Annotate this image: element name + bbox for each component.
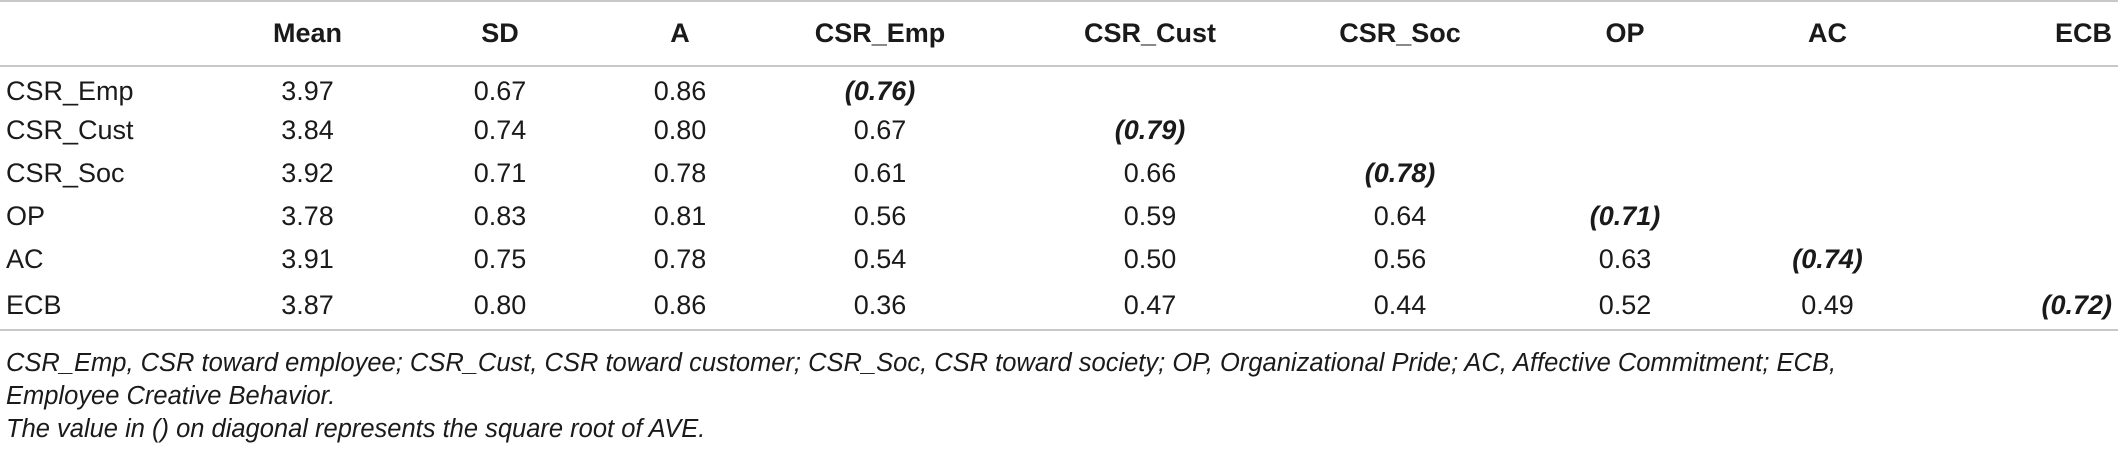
empty-cell xyxy=(1920,152,2118,195)
table-row: OP 3.78 0.83 0.81 0.56 0.59 0.64 (0.71) xyxy=(0,195,2118,238)
row-label: OP xyxy=(6,201,46,231)
table-cell: 0.71 xyxy=(473,158,527,188)
footnote-diagonal-note: The value in () on diagonal represents t… xyxy=(6,415,706,443)
header-cell-a: A xyxy=(670,18,690,48)
table-cell: 0.56 xyxy=(1373,244,1427,274)
header-cell-csr-cust: CSR_Cust xyxy=(1083,18,1217,48)
table-cell: 3.87 xyxy=(281,289,334,320)
table-cell: 0.44 xyxy=(1373,289,1427,320)
empty-cell xyxy=(1735,109,1920,152)
table-cell: 0.64 xyxy=(1373,201,1427,231)
header-cell-sd: SD xyxy=(481,18,519,48)
empty-cell xyxy=(1015,66,1285,109)
empty-cell xyxy=(1920,109,2118,152)
table-cell: 3.91 xyxy=(281,244,334,274)
row-label: ECB xyxy=(6,289,62,320)
header-cell-ac: AC xyxy=(1808,18,1847,48)
table-cell: 0.50 xyxy=(1123,244,1177,274)
table-cell: 0.74 xyxy=(473,115,527,145)
correlation-table-container: Mean SD A CSR_Emp CSR_Cust CSR_Soc OP AC ECB CSR… xyxy=(0,1,2118,330)
table-cell: 0.56 xyxy=(853,201,907,231)
correlation-table: Mean SD A CSR_Emp CSR_Cust CSR_Soc OP AC ECB CSR… xyxy=(0,1,2118,330)
table-cell: 3.84 xyxy=(281,115,334,145)
footnote-abbreviations-line2: Employee Creative Behavior. xyxy=(6,382,336,410)
empty-cell xyxy=(1920,238,2118,281)
empty-cell xyxy=(1285,109,1515,152)
empty-cell xyxy=(1285,66,1515,109)
row-label: CSR_Emp xyxy=(6,75,134,106)
table-cell: 0.80 xyxy=(473,289,527,320)
table-cell: 0.52 xyxy=(1598,289,1652,320)
empty-cell xyxy=(1735,66,1920,109)
header-cell-ecb: ECB xyxy=(2054,18,2112,48)
table-cell: 0.67 xyxy=(853,115,907,145)
table-row: ECB 3.87 0.80 0.86 0.36 0.47 0.44 0.52 0.49 (0.72… xyxy=(0,281,2118,330)
header-cell-csr-soc: CSR_Soc xyxy=(1339,18,1461,48)
diagonal-cell: (0.71) xyxy=(1589,201,1661,231)
diagonal-cell: (0.74) xyxy=(1792,244,1863,274)
table-cell: 0.63 xyxy=(1598,244,1652,274)
table-cell: 0.78 xyxy=(653,158,707,188)
empty-cell xyxy=(1920,66,2118,109)
empty-cell xyxy=(1515,152,1735,195)
table-footnotes: CSR_Emp, CSR toward employee; CSR_Cust, … xyxy=(6,347,2112,446)
table-cell: 0.75 xyxy=(473,244,527,274)
table-cell: 3.78 xyxy=(281,201,334,231)
empty-cell xyxy=(1515,66,1735,109)
header-cell-stub xyxy=(0,1,230,66)
table-row: CSR_Cust 3.84 0.74 0.80 0.67 (0.79) xyxy=(0,109,2118,152)
empty-cell xyxy=(1735,195,1920,238)
diagonal-cell: (0.78) xyxy=(1364,158,1436,188)
row-label: CSR_Cust xyxy=(6,115,134,145)
diagonal-cell: (0.76) xyxy=(844,75,916,106)
table-row: CSR_Emp 3.97 0.67 0.86 (0.76) xyxy=(0,66,2118,109)
table-cell: 0.78 xyxy=(653,244,707,274)
table-header-row: Mean SD A CSR_Emp CSR_Cust CSR_Soc OP AC ECB xyxy=(0,1,2118,66)
table-cell: 0.54 xyxy=(853,244,907,274)
table-cell: 0.49 xyxy=(1801,289,1854,320)
empty-cell xyxy=(1920,195,2118,238)
table-cell: 0.83 xyxy=(473,201,527,231)
table-row: AC 3.91 0.75 0.78 0.54 0.50 0.56 0.63 (0.74) xyxy=(0,238,2118,281)
table-cell: 0.81 xyxy=(653,201,707,231)
row-label: CSR_Soc xyxy=(6,158,125,188)
table-row: CSR_Soc 3.92 0.71 0.78 0.61 0.66 (0.78) xyxy=(0,152,2118,195)
row-label: AC xyxy=(6,244,44,274)
table-cell: 0.66 xyxy=(1123,158,1177,188)
table-cell: 0.86 xyxy=(653,75,707,106)
table-body: CSR_Emp 3.97 0.67 0.86 (0.76) CSR_Cust 3.84 0.7… xyxy=(0,66,2118,330)
header-cell-op: OP xyxy=(1605,18,1645,48)
empty-cell xyxy=(1515,109,1735,152)
header-cell-mean: Mean xyxy=(272,18,343,48)
diagonal-cell: (0.72) xyxy=(2041,289,2112,320)
table-cell: 3.92 xyxy=(281,158,334,188)
table-cell: 0.86 xyxy=(653,289,707,320)
table-cell: 0.36 xyxy=(853,289,907,320)
table-cell: 0.47 xyxy=(1123,289,1177,320)
table-cell: 0.61 xyxy=(853,158,907,188)
diagonal-cell: (0.79) xyxy=(1114,115,1186,145)
table-cell: 3.97 xyxy=(281,75,334,106)
footnote-abbreviations-line1: CSR_Emp, CSR toward employee; CSR_Cust, … xyxy=(6,349,1837,377)
header-cell-csr-emp: CSR_Emp xyxy=(814,18,946,48)
table-cell: 0.59 xyxy=(1123,201,1177,231)
table-cell: 0.67 xyxy=(473,75,527,106)
empty-cell xyxy=(1735,152,1920,195)
table-cell: 0.80 xyxy=(653,115,707,145)
